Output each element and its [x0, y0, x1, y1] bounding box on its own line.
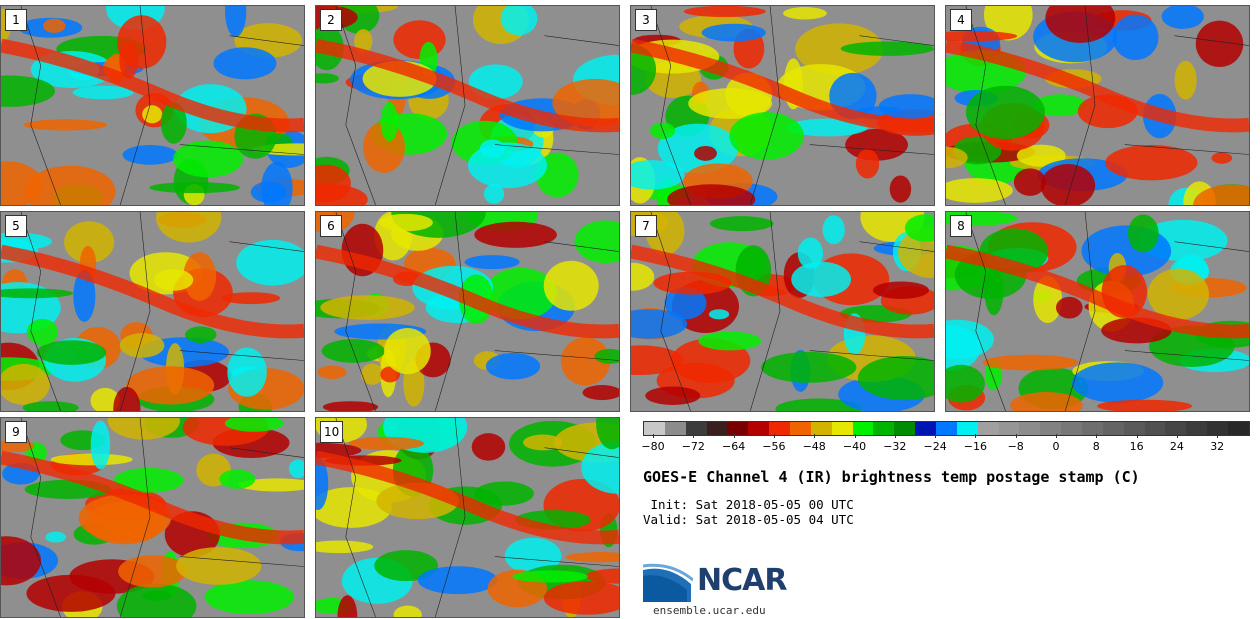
colorbar-tick: [935, 434, 937, 438]
colorbar-segment: [894, 422, 916, 435]
colorbar-tick: [975, 434, 977, 438]
colorbar-segment: [1102, 422, 1124, 435]
colorbar-tick: [814, 434, 816, 438]
colorbar-segment: [1061, 422, 1083, 435]
panel-label: 6: [320, 215, 342, 237]
site-url[interactable]: ensemble.ucar.edu: [653, 604, 766, 617]
colorbar-segment: [685, 422, 707, 435]
colorbar-tick: [1096, 434, 1098, 438]
stamp-map-1: [1, 6, 304, 205]
colorbar-segment: [769, 422, 791, 435]
stamp-panel-3: 3: [630, 5, 935, 206]
panel-label: 8: [950, 215, 972, 237]
colorbar-segment: [810, 422, 832, 435]
colorbar-tick-label: 24: [1169, 440, 1184, 453]
colorbar-tick: [1176, 434, 1178, 438]
stamp-map-3: [631, 6, 934, 205]
colorbar-tick-label: −48: [802, 440, 826, 453]
colorbar: [643, 421, 1250, 436]
stamp-map-2: [316, 6, 619, 205]
colorbar-tick-label: 32: [1210, 440, 1225, 453]
colorbar-segment: [1144, 422, 1166, 435]
stamp-panel-2: 2: [315, 5, 620, 206]
colorbar-segment: [644, 422, 665, 435]
colorbar-segment: [1123, 422, 1145, 435]
colorbar-tick-label: −72: [681, 440, 705, 453]
figure-title: GOES-E Channel 4 (IR) brightness temp po…: [643, 468, 1140, 486]
panel-label: 7: [635, 215, 657, 237]
colorbar-segment: [1165, 422, 1187, 435]
colorbar-tick-label: 8: [1092, 440, 1100, 453]
stamp-panel-5: 5: [0, 211, 305, 412]
panel-label: 10: [320, 421, 344, 443]
colorbar-ticks: −80 −72 −64 −56 −48 −40 −32 −24 −16 −8 0 8 16 24 32: [641, 434, 1248, 454]
stamp-panel-4: 4: [945, 5, 1250, 206]
stamp-panel-7: 7: [630, 211, 935, 412]
colorbar-segment: [1186, 422, 1208, 435]
colorbar-segment: [873, 422, 895, 435]
colorbar-segment: [1207, 422, 1229, 435]
colorbar-tick-label: −80: [641, 440, 665, 453]
colorbar-segment: [852, 422, 874, 435]
colorbar-tick-label: −8: [1007, 440, 1024, 453]
colorbar-segment: [977, 422, 999, 435]
colorbar-tick-label: −24: [923, 440, 947, 453]
colorbar-tick-label: −56: [762, 440, 786, 453]
colorbar-segment: [1019, 422, 1041, 435]
colorbar-segment: [1228, 422, 1249, 435]
colorbar-segment: [790, 422, 811, 435]
colorbar-tick-label: −64: [721, 440, 746, 453]
stamp-map-8: [946, 212, 1249, 411]
init-time: Init: Sat 2018-05-05 00 UTC: [643, 497, 854, 512]
ncar-logo-text: NCAR: [697, 563, 787, 598]
colorbar-segment: [1082, 422, 1103, 435]
stamp-panel-9: 9: [0, 417, 305, 618]
panel-label: 5: [5, 215, 27, 237]
colorbar-tick: [1217, 434, 1219, 438]
colorbar-segment: [936, 422, 957, 435]
colorbar-tick: [773, 434, 775, 438]
colorbar-segment: [706, 422, 728, 435]
stamp-panel-1: 1: [0, 5, 305, 206]
colorbar-tick: [894, 434, 896, 438]
colorbar-segment: [998, 422, 1020, 435]
colorbar-tick: [1015, 434, 1017, 438]
colorbar-tick: [1136, 434, 1138, 438]
colorbar-segment: [727, 422, 749, 435]
stamp-panel-6: 6: [315, 211, 620, 412]
panel-label: 9: [5, 421, 27, 443]
colorbar-tick: [733, 434, 735, 438]
valid-time: Valid: Sat 2018-05-05 04 UTC: [643, 512, 854, 527]
colorbar-segment: [956, 422, 978, 435]
colorbar-segment: [831, 422, 853, 435]
colorbar-tick: [1056, 434, 1057, 438]
stamp-map-4: [946, 6, 1249, 205]
stamp-map-5: [1, 212, 304, 411]
colorbar-tick-label: 16: [1129, 440, 1144, 453]
panel-label: 1: [5, 9, 27, 31]
colorbar-tick-label: −16: [963, 440, 987, 453]
colorbar-segment: [1040, 422, 1062, 435]
stamp-map-9: [1, 418, 304, 617]
stamp-panel-10: 10: [315, 417, 620, 618]
colorbar-tick: [854, 434, 856, 438]
stamp-panel-8: 8: [945, 211, 1250, 412]
colorbar-segment: [915, 422, 937, 435]
stamp-map-10: [316, 418, 619, 617]
ncar-logo: NCAR: [642, 562, 793, 606]
stamp-map-7: [631, 212, 934, 411]
colorbar-tick: [653, 434, 654, 438]
colorbar-tick-label: 0: [1052, 440, 1060, 453]
ncar-logo-icon: [642, 563, 694, 602]
colorbar-tick-label: −40: [842, 440, 867, 453]
panel-label: 3: [635, 9, 657, 31]
colorbar-tick-label: −32: [883, 440, 907, 453]
colorbar-segment: [748, 422, 770, 435]
colorbar-segment: [664, 422, 686, 435]
panel-label: 4: [950, 9, 972, 31]
panel-label: 2: [320, 9, 342, 31]
stamp-map-6: [316, 212, 619, 411]
colorbar-tick: [693, 434, 695, 438]
